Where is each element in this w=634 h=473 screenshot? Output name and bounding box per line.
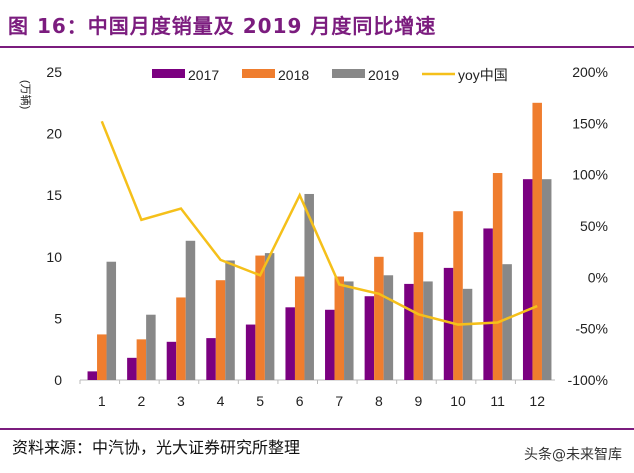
y-tick-label: 15: [46, 187, 62, 203]
bar-2018-4: [215, 280, 226, 380]
bar-2017-2: [127, 357, 137, 380]
bar-2018-9: [413, 232, 424, 380]
bar-2017-7: [325, 309, 335, 380]
bar-2018-12: [532, 102, 542, 381]
bar-2017-4: [206, 338, 216, 380]
legend-swatch-2018: [242, 69, 275, 78]
figure-title: 图 16：中国月度销量及 2019 月度同比增速: [8, 14, 437, 38]
bar-2018-6: [294, 276, 305, 380]
bar-2017-9: [404, 283, 414, 380]
bar-2019-12: [541, 179, 552, 380]
bar-2018-1: [97, 334, 107, 380]
y2-tick-label: 0%: [588, 269, 608, 285]
bar-2018-5: [255, 255, 265, 380]
title-divider: [0, 46, 634, 48]
line-yoy中国: [100, 120, 538, 326]
legend-label: 2018: [278, 67, 309, 83]
bar-2017-8: [364, 296, 375, 380]
legend-swatch-2019: [332, 69, 365, 78]
source-note: 资料来源：中汽协，光大证券研究所整理: [12, 438, 301, 457]
x-tick-label: 7: [335, 393, 343, 409]
y-tick-label: 10: [46, 249, 62, 265]
x-tick-label: 10: [450, 393, 466, 409]
legend-swatch-2017: [152, 69, 185, 78]
bar-2019-6: [304, 193, 314, 380]
bar-2018-11: [492, 173, 503, 380]
y-tick-label: 0: [54, 372, 62, 388]
legend-label: 2017: [188, 67, 219, 83]
y-tick-label: 25: [46, 64, 62, 80]
bar-2018-7: [334, 276, 345, 380]
legend-label: yoy中国: [458, 67, 508, 83]
watermark: 头条@未来智库: [524, 447, 622, 463]
y2-tick-label: 200%: [572, 64, 608, 80]
bar-2017-10: [443, 267, 454, 380]
bar-2017-1: [87, 371, 98, 380]
x-tick-label: 11: [490, 393, 505, 409]
bar-2018-8: [374, 256, 384, 380]
footer-divider: [0, 428, 634, 430]
x-tick-label: 3: [177, 393, 185, 409]
y-tick-label: 20: [46, 126, 62, 142]
y2-tick-label: -50%: [575, 321, 608, 337]
bar-2018-2: [136, 339, 147, 380]
bar-2019-11: [502, 264, 512, 380]
y2-tick-label: -100%: [568, 372, 608, 388]
bar-2019-3: [185, 240, 196, 380]
y2-tick-label: 100%: [572, 167, 608, 183]
x-tick-label: 6: [296, 393, 304, 409]
bar-2019-2: [146, 314, 156, 380]
bar-2018-3: [176, 297, 186, 380]
bar-2017-5: [245, 324, 256, 380]
bar-2017-12: [522, 179, 533, 380]
bar-2019-4: [225, 260, 235, 380]
bar-2017-3: [166, 341, 177, 380]
y2-tick-label: 150%: [572, 115, 608, 131]
x-tick-label: 2: [137, 393, 145, 409]
bar-2017-11: [483, 228, 493, 380]
y-tick-label: 5: [54, 310, 62, 326]
y2-tick-label: 50%: [580, 218, 608, 234]
bar-2019-1: [106, 261, 117, 380]
x-tick-label: 1: [98, 393, 106, 409]
bar-2018-10: [453, 211, 463, 380]
x-tick-label: 4: [217, 393, 225, 409]
bar-2017-6: [285, 307, 295, 380]
bar-2019-7: [344, 281, 354, 380]
x-tick-label: 9: [415, 393, 423, 409]
x-tick-label: 8: [375, 393, 383, 409]
chart: 0510152025-100%-50%0%50%100%150%200%(万辆)…: [19, 64, 608, 409]
x-tick-label: 5: [256, 393, 264, 409]
legend-label: 2019: [368, 67, 399, 83]
bar-2019-10: [462, 288, 473, 380]
bar-2019-8: [383, 275, 394, 380]
bar-2019-9: [423, 281, 433, 380]
y-axis-label: (万辆): [19, 80, 33, 109]
x-tick-label: 12: [529, 393, 545, 409]
bar-2019-5: [264, 253, 275, 380]
